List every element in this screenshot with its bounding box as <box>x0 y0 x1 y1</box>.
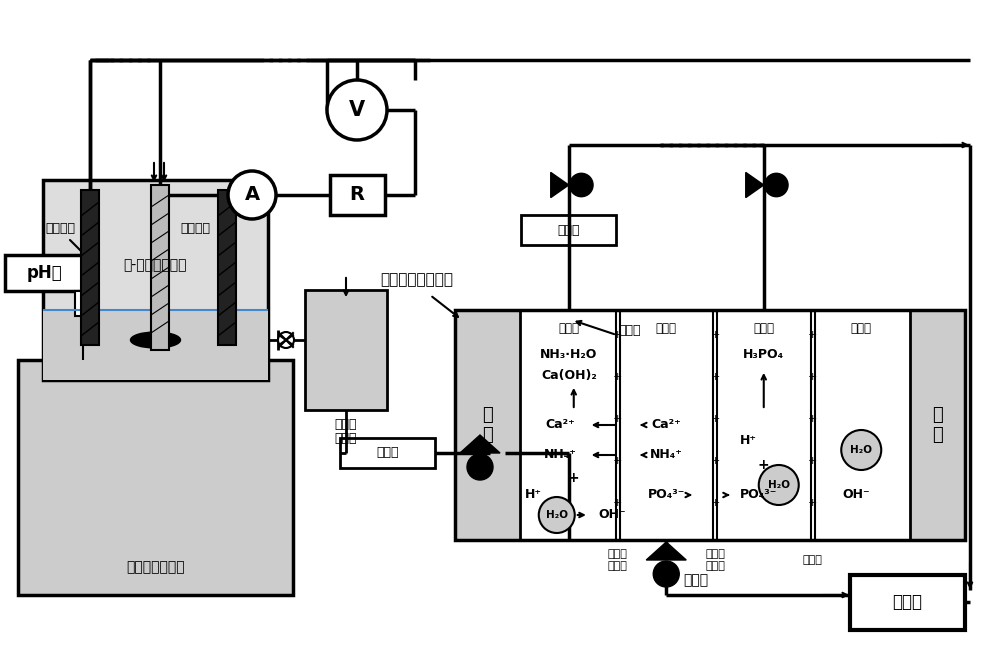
Text: +: + <box>710 330 720 340</box>
Text: +: + <box>710 498 720 508</box>
Text: +: + <box>613 456 622 466</box>
Text: +: + <box>808 456 817 466</box>
Bar <box>340 438 435 468</box>
Text: NH₄⁺: NH₄⁺ <box>544 449 577 461</box>
Bar <box>75 291 91 316</box>
Text: +: + <box>808 330 817 340</box>
Bar <box>910 310 965 540</box>
Text: 蠕动泵: 蠕动泵 <box>684 573 709 587</box>
Circle shape <box>653 561 679 587</box>
Text: 马赛石: 马赛石 <box>335 418 357 432</box>
Text: +: + <box>568 471 580 485</box>
Text: 过滤器: 过滤器 <box>376 447 399 459</box>
Text: H₂O: H₂O <box>850 445 872 455</box>
Text: 阴离子
交换膜: 阴离子 交换膜 <box>705 549 725 571</box>
Text: 镁-空气电池系统: 镁-空气电池系统 <box>124 258 187 272</box>
Text: +: + <box>710 456 720 466</box>
Circle shape <box>765 174 788 197</box>
Bar <box>18 360 293 595</box>
Polygon shape <box>746 172 764 197</box>
Bar <box>850 575 965 630</box>
Text: 磁力搅拌水浴锅: 磁力搅拌水浴锅 <box>126 560 185 574</box>
Text: 磷酸室: 磷酸室 <box>753 321 774 335</box>
Circle shape <box>228 171 276 219</box>
Bar <box>151 185 169 350</box>
Text: R: R <box>350 185 364 205</box>
Text: 双极膜: 双极膜 <box>803 555 822 565</box>
Text: PO₄³⁻: PO₄³⁻ <box>648 488 685 502</box>
Text: +: + <box>710 372 720 382</box>
Bar <box>5 255 83 291</box>
Text: H₂O: H₂O <box>546 510 568 520</box>
Bar <box>305 290 387 410</box>
Bar <box>330 175 385 215</box>
Text: +: + <box>758 458 770 472</box>
Text: Ca²⁺: Ca²⁺ <box>651 418 681 432</box>
Circle shape <box>327 80 387 140</box>
Text: H⁺: H⁺ <box>740 434 757 447</box>
Text: A: A <box>244 185 260 205</box>
Polygon shape <box>551 172 569 197</box>
Bar <box>521 215 616 245</box>
Text: +: + <box>613 330 622 340</box>
Text: V: V <box>349 100 365 120</box>
Text: Ca²⁺: Ca²⁺ <box>546 418 576 432</box>
Bar <box>43 180 268 380</box>
Text: 阳: 阳 <box>932 406 943 424</box>
Text: 过滤器: 过滤器 <box>558 224 580 236</box>
Text: +: + <box>613 372 622 382</box>
Text: 钛板阴极: 钛板阴极 <box>45 222 75 234</box>
Text: H₃PO₄: H₃PO₄ <box>743 348 784 362</box>
Circle shape <box>759 465 799 505</box>
Text: OH⁻: OH⁻ <box>599 508 626 521</box>
Circle shape <box>278 332 294 348</box>
Bar <box>43 310 268 380</box>
Bar <box>81 190 99 345</box>
Text: 极: 极 <box>932 426 943 444</box>
Ellipse shape <box>130 332 180 348</box>
Text: pH计: pH计 <box>26 264 62 282</box>
Text: 阴离子
交换膜: 阴离子 交换膜 <box>608 549 627 571</box>
Text: 氨水室: 氨水室 <box>619 323 641 337</box>
Bar <box>218 190 236 345</box>
Text: 阴: 阴 <box>482 406 493 424</box>
Text: +: + <box>808 414 817 424</box>
Text: 镁条阳极: 镁条阳极 <box>180 222 210 234</box>
Text: H⁺: H⁺ <box>525 488 542 502</box>
Text: +: + <box>613 414 622 424</box>
Text: +: + <box>613 498 622 508</box>
Polygon shape <box>646 542 686 560</box>
Circle shape <box>841 430 881 470</box>
Text: OH⁻: OH⁻ <box>842 488 870 502</box>
Text: NH₃·H₂O: NH₃·H₂O <box>540 348 597 362</box>
Text: 双极膜电渗析系统: 双极膜电渗析系统 <box>380 273 453 288</box>
Bar <box>455 310 520 540</box>
Text: +: + <box>808 372 817 382</box>
Text: 阳极室: 阳极室 <box>851 321 872 335</box>
Circle shape <box>570 174 593 197</box>
Text: +: + <box>808 498 817 508</box>
Bar <box>455 310 965 540</box>
Polygon shape <box>460 435 500 453</box>
Text: 沉淀室: 沉淀室 <box>335 432 357 444</box>
Text: Ca(OH)₂: Ca(OH)₂ <box>541 368 597 381</box>
Circle shape <box>467 454 493 480</box>
Text: +: + <box>710 414 720 424</box>
Text: 废水槽: 废水槽 <box>892 593 922 611</box>
Text: 阴极室: 阴极室 <box>558 321 579 335</box>
Text: PO₄³⁻: PO₄³⁻ <box>740 488 777 502</box>
Circle shape <box>539 497 575 533</box>
Text: 极: 极 <box>482 426 493 444</box>
Text: 废水室: 废水室 <box>656 321 677 335</box>
Text: NH₄⁺: NH₄⁺ <box>650 449 683 461</box>
Text: H₂O: H₂O <box>768 480 790 490</box>
